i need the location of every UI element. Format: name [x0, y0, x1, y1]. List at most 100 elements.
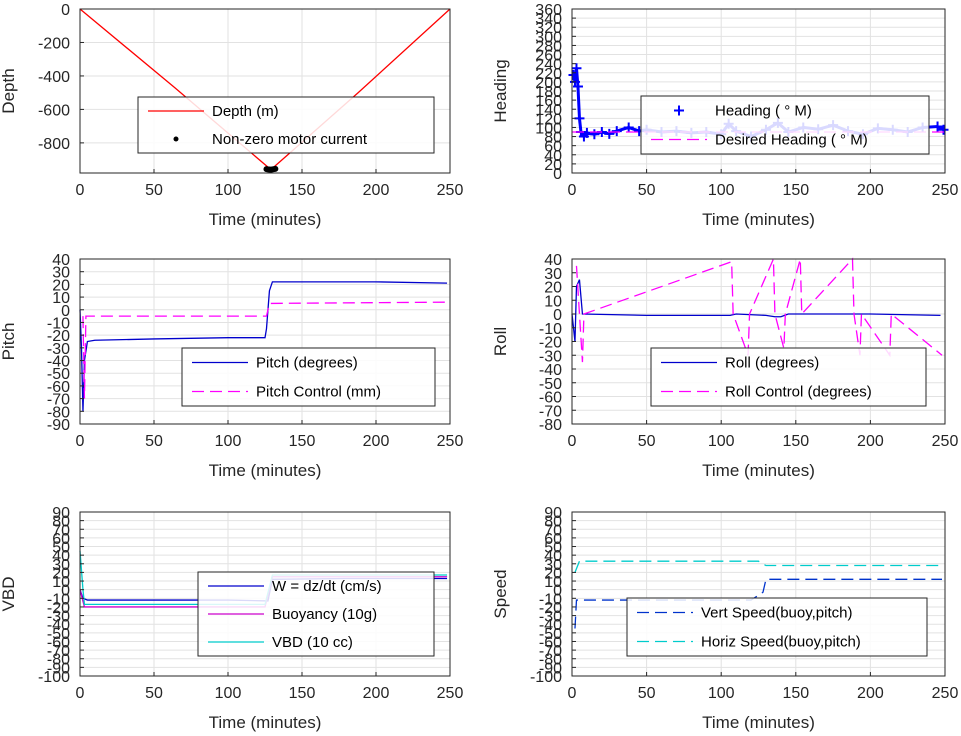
legend-label: Pitch (degrees) — [256, 355, 358, 372]
y-tick-label: 40 — [544, 252, 562, 269]
y-tick-label: 20 — [52, 277, 70, 294]
series-2-line — [82, 301, 451, 399]
y-tick-label: -20 — [47, 328, 70, 345]
legend-label: Non-zero motor current — [212, 131, 368, 148]
y-tick-label: 160 — [535, 93, 562, 110]
y-tick-label: -10 — [539, 591, 562, 608]
x-axis-label: Time (minutes) — [209, 713, 322, 732]
y-tick-label: 30 — [544, 266, 562, 283]
y-tick-label: 40 — [52, 548, 70, 565]
y-tick-label: 0 — [553, 166, 562, 183]
series-2-line — [574, 560, 943, 573]
y-tick-label: -600 — [38, 102, 70, 119]
y-tick-label: -40 — [539, 617, 562, 634]
x-tick-label: 200 — [363, 182, 390, 199]
y-tick-label: 80 — [544, 514, 562, 531]
y-tick-label: -30 — [47, 341, 70, 358]
y-tick-label: 100 — [535, 120, 562, 137]
y-tick-label: -90 — [539, 660, 562, 677]
y-tick-label: -40 — [539, 362, 562, 379]
legend-label: Horiz Speed(buoy,pitch) — [701, 634, 861, 651]
y-tick-label: 0 — [61, 303, 70, 320]
y-tick-label: -70 — [47, 392, 70, 409]
x-tick-label: 150 — [782, 182, 809, 199]
x-tick-label: 50 — [638, 433, 656, 450]
legend-box — [650, 347, 927, 407]
y-tick-label: 0 — [553, 583, 562, 600]
y-tick-label: 30 — [52, 557, 70, 574]
legend-label: VBD (10 cc) — [272, 634, 353, 651]
y-tick-label: -60 — [47, 379, 70, 396]
y-tick-label: -20 — [539, 600, 562, 617]
x-tick-label: 0 — [568, 685, 577, 702]
y-tick-label: -100 — [38, 669, 70, 686]
legend-box — [640, 95, 930, 155]
x-tick-label: 100 — [708, 433, 735, 450]
x-tick-label: 250 — [932, 685, 959, 702]
y-tick-label: 40 — [52, 252, 70, 269]
chart-panel-3: 0 50 100 150 200 250403020100-10-20-30-40-50-… — [0, 252, 463, 480]
y-tick-label: 0 — [61, 583, 70, 600]
y-tick-label: 140 — [535, 102, 562, 119]
y-tick-label: 40 — [544, 548, 562, 565]
y-tick-label: 60 — [544, 531, 562, 548]
legend: Pitch (degrees) Pitch Control (mm) — [181, 347, 436, 407]
y-tick-label: 20 — [544, 565, 562, 582]
x-tick-label: 200 — [363, 685, 390, 702]
y-tick-label: -30 — [539, 609, 562, 626]
y-axis-label: Speed — [491, 569, 510, 618]
legend-box — [181, 347, 436, 407]
x-tick-label: 150 — [289, 182, 316, 199]
x-tick-label: 250 — [932, 182, 959, 199]
y-tick-label: -70 — [539, 643, 562, 660]
y-tick-label: -20 — [47, 600, 70, 617]
y-tick-label: 260 — [535, 48, 562, 65]
y-tick-label: 360 — [535, 2, 562, 19]
x-tick-label: 250 — [437, 433, 464, 450]
y-tick-label: -100 — [530, 669, 562, 686]
y-tick-label: 10 — [52, 574, 70, 591]
y-tick-label: 90 — [52, 505, 70, 522]
y-tick-label: 10 — [544, 574, 562, 591]
x-tick-label: 250 — [437, 685, 464, 702]
y-tick-label: 50 — [52, 540, 70, 557]
y-axis-label: Pitch — [0, 323, 18, 361]
legend-box — [626, 597, 928, 657]
y-tick-label: -200 — [38, 35, 70, 52]
y-axis-label: VBD — [0, 577, 18, 612]
y-tick-label: 0 — [61, 2, 70, 19]
x-tick-label: 50 — [145, 182, 163, 199]
x-tick-label: 100 — [708, 685, 735, 702]
y-tick-label: -90 — [47, 660, 70, 677]
legend-box — [137, 96, 435, 154]
y-axis-label: Depth — [0, 68, 18, 113]
y-tick-label: -800 — [38, 136, 70, 153]
x-tick-label: 200 — [363, 433, 390, 450]
legend-marker — [173, 136, 179, 142]
x-tick-label: 100 — [708, 182, 735, 199]
x-tick-label: 50 — [145, 685, 163, 702]
x-tick-label: 100 — [215, 433, 242, 450]
y-tick-label: -10 — [539, 321, 562, 338]
y-tick-label: -50 — [539, 376, 562, 393]
x-tick-label: 0 — [568, 433, 577, 450]
y-tick-label: 70 — [544, 522, 562, 539]
y-tick-label: -50 — [539, 626, 562, 643]
y-tick-label: 120 — [535, 111, 562, 128]
y-tick-label: 320 — [535, 20, 562, 37]
legend: Heading ( ° M) Desired Heading ( ° M) — [640, 95, 930, 155]
x-tick-label: 150 — [289, 685, 316, 702]
chart-panel-5: 0 50 100 150 200 2509080706050403020100-10-20… — [0, 505, 463, 732]
y-tick-label: 30 — [544, 557, 562, 574]
x-tick-label: 50 — [145, 433, 163, 450]
y-tick-label: 80 — [544, 130, 562, 147]
legend-label: Depth (m) — [212, 103, 279, 120]
x-axis-label: Time (minutes) — [702, 461, 815, 480]
y-tick-label: -80 — [539, 417, 562, 434]
y-tick-label: 280 — [535, 38, 562, 55]
y-tick-label: 20 — [544, 157, 562, 174]
y-tick-label: -70 — [539, 403, 562, 420]
x-tick-label: 150 — [782, 685, 809, 702]
y-tick-label: -60 — [539, 390, 562, 407]
